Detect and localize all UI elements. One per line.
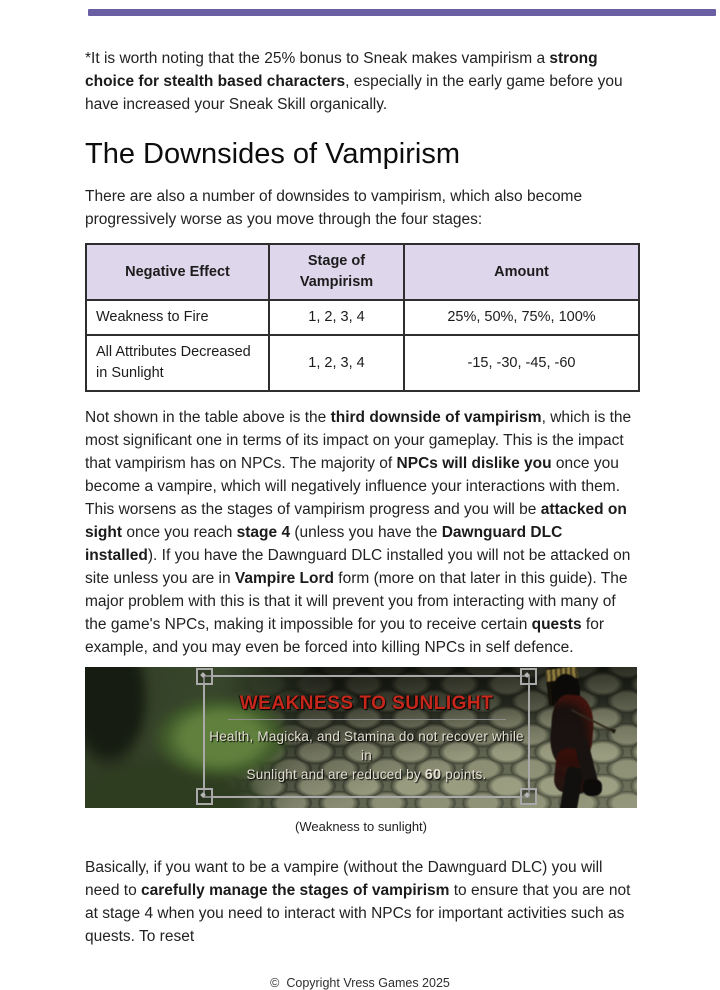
- screenshot-caption: (Weakness to sunlight): [295, 819, 427, 835]
- copyright-footer: © Copyright Vress Games 2025: [0, 976, 720, 990]
- table-cell: -15, -30, -45, -60: [403, 334, 640, 393]
- text-run: for example, and you may even be forced …: [85, 616, 604, 657]
- intro-paragraph: *It is worth noting that the 25% bonus t…: [85, 0, 637, 116]
- copyright-text: Copyright Vress Games 2025: [286, 976, 450, 990]
- bold-text-run: carefully manage the stages of vampirism: [141, 882, 450, 900]
- table-header-cell: Amount: [403, 243, 640, 302]
- character-glove: [583, 779, 602, 797]
- section-heading: The Downsides of Vampirism: [85, 138, 460, 170]
- bold-text-run: third downside of vampirism: [330, 409, 542, 427]
- table-cell: 25%, 50%, 75%, 100%: [403, 299, 640, 337]
- line2-prefix: Sunlight and are reduced by: [246, 767, 425, 783]
- text-run: once you become a vampire, which will ne…: [85, 455, 620, 519]
- text-run: Not shown in the table above is the: [85, 409, 331, 427]
- body-paragraph: Not shown in the table above is the thir…: [85, 406, 637, 659]
- table-row: All Attributes Decreased in Sunlight 1, 2…: [85, 334, 640, 393]
- text-run: ). If you have the Dawnguard DLC install…: [85, 547, 631, 588]
- table-cell: 1, 2, 3, 4: [268, 299, 405, 337]
- table-cell: All Attributes Decreased in Sunlight: [85, 334, 270, 393]
- top-accent-bar: [88, 9, 716, 16]
- lead-paragraph: There are also a number of downsides to …: [85, 188, 583, 229]
- frame-corner-ornament: [196, 788, 213, 806]
- ornate-message-frame: WEAKNESS TO SUNLIGHT Health, Magicka, an…: [196, 668, 537, 806]
- effect-description-line2: Sunlight and are reduced by 60 points.: [205, 765, 528, 785]
- line2-value: 60: [424, 767, 442, 784]
- closing-paragraph: Basically, if you want to be a vampire (…: [85, 856, 637, 948]
- text-run: , especially in the early game before yo…: [85, 73, 623, 113]
- table-row: Weakness to Fire 1, 2, 3, 4 25%, 50%, 75%,…: [85, 299, 640, 337]
- text-run: form (more on that later in this guide).…: [85, 570, 628, 634]
- table-cell: Weakness to Fire: [85, 299, 270, 337]
- bold-text-run: quests: [531, 616, 582, 634]
- page-content: *It is worth noting that the 25% bonus t…: [85, 0, 640, 948]
- negative-effects-table: Negative Effect Stage of Vampirism Amount W…: [85, 243, 640, 393]
- text-run: , which is the most significant one in t…: [85, 409, 632, 473]
- text-run: *It is worth noting that the 25% bonus t…: [85, 50, 550, 67]
- skyrim-screenshot-image: WEAKNESS TO SUNLIGHT Health, Magicka, an…: [85, 667, 637, 809]
- text-run: Basically, if you want to be a vampire (…: [85, 859, 603, 900]
- weakness-title: WEAKNESS TO SUNLIGHT: [239, 693, 494, 715]
- bold-text-run: Dawnguard DLC installed: [85, 524, 563, 565]
- table-cell: 1, 2, 3, 4: [268, 334, 405, 393]
- bold-text-run: attacked on sight: [85, 501, 627, 542]
- effect-description-line1: Health, Magicka, and Stamina do not reco…: [209, 729, 524, 764]
- bold-text-run: Vampire Lord: [234, 570, 334, 588]
- table-header-cell: Stage of Vampirism: [268, 243, 405, 302]
- text-run: to ensure that you are not at stage 4 wh…: [85, 882, 631, 946]
- table-header-row: Negative Effect Stage of Vampirism Amount: [85, 243, 640, 302]
- text-run: once you reach: [122, 524, 237, 542]
- bold-text-run: NPCs will dislike you: [396, 455, 552, 473]
- text-run: (unless you have the: [290, 524, 442, 542]
- frame-corner-ornament: [196, 668, 213, 686]
- vampire-character-silhouette: [85, 667, 637, 809]
- frame-corner-ornament: [520, 788, 537, 806]
- bold-text-run: stage 4: [236, 524, 291, 542]
- title-divider-line: [227, 719, 506, 721]
- table-header-cell: Negative Effect: [85, 243, 270, 302]
- copyright-symbol: ©: [270, 976, 280, 990]
- frame-corner-ornament: [520, 668, 537, 686]
- screenshot-figure: WEAKNESS TO SUNLIGHT Health, Magicka, an…: [85, 667, 637, 836]
- bold-text-run: strong choice for stealth based characte…: [85, 50, 598, 90]
- line2-suffix: points.: [441, 767, 487, 783]
